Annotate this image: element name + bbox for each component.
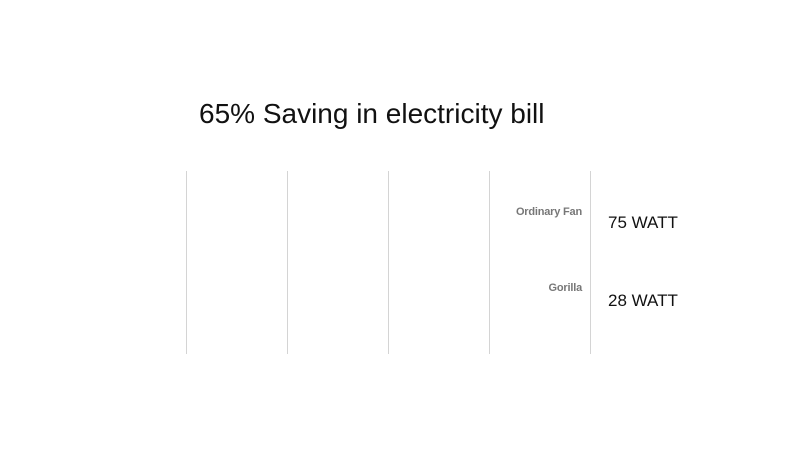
category-label: Ordinary Fan [515, 206, 582, 218]
gridline [590, 171, 591, 354]
chart-title: 65% Saving in electricity bill [199, 98, 545, 129]
value-label: 28 WATT [608, 291, 678, 310]
value-label: 75 WATT [608, 213, 678, 232]
gridline [489, 171, 490, 354]
gridline [186, 171, 187, 354]
category-label: Gorilla [548, 282, 583, 294]
gridline [287, 171, 288, 354]
gridline [388, 171, 389, 354]
